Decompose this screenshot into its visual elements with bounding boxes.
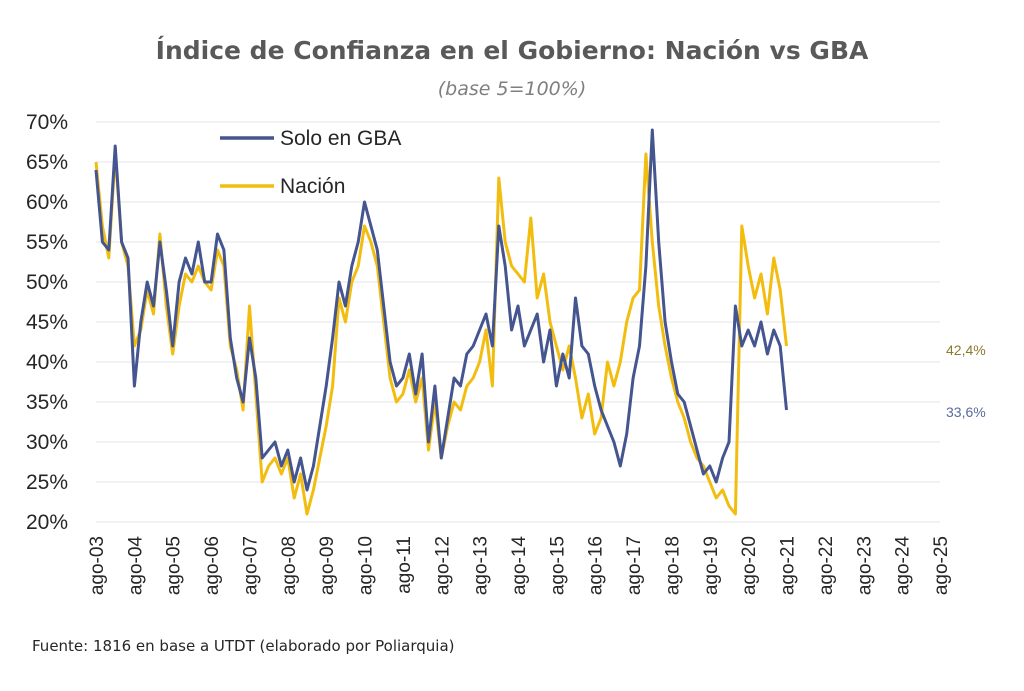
y-tick-label: 30% — [26, 431, 68, 454]
y-tick-label: 70% — [26, 111, 68, 134]
x-tick-label: ago-10 — [356, 536, 377, 595]
y-tick-label: 40% — [26, 351, 68, 374]
x-tick-label: ago-13 — [471, 536, 492, 595]
x-axis-ticks: ago-03 ago-04 ago-05 ago-06 ago-07 ago-08 ago-… — [87, 536, 952, 596]
y-tick-label: 45% — [26, 311, 68, 334]
x-tick-label: ago-03 — [87, 536, 108, 595]
x-tick-label: ago-16 — [586, 536, 607, 595]
gridlines — [96, 121, 940, 523]
x-tick-label: ago-23 — [854, 536, 875, 595]
x-tick-label: ago-06 — [202, 536, 223, 595]
x-tick-label: ago-17 — [624, 536, 645, 595]
y-tick-label: 65% — [26, 151, 68, 174]
x-tick-label: ago-04 — [125, 536, 146, 596]
y-axis-ticks: 20% 25% 30% 35% 40% 45% 50% 55% 60% 65% 70% — [26, 111, 68, 534]
x-tick-label: ago-21 — [778, 536, 799, 595]
chart-title: Índice de Confianza en el Gobierno: Naci… — [155, 36, 869, 65]
x-tick-label: ago-05 — [164, 536, 185, 595]
x-tick-label: ago-14 — [509, 536, 530, 596]
y-tick-label: 60% — [26, 191, 68, 214]
end-label-gba: 33,6% — [946, 404, 986, 420]
y-tick-label: 55% — [26, 231, 68, 254]
legend-item-gba: Solo en GBA — [280, 127, 401, 150]
x-tick-label: ago-20 — [739, 536, 760, 595]
x-tick-label: ago-09 — [317, 536, 338, 595]
x-tick-label: ago-11 — [394, 536, 415, 594]
series-lines — [94, 128, 788, 516]
x-tick-label: ago-18 — [662, 536, 683, 595]
x-tick-label: ago-08 — [279, 536, 300, 595]
y-tick-label: 50% — [26, 271, 68, 294]
x-tick-label: ago-22 — [816, 536, 837, 595]
x-tick-label: ago-24 — [893, 536, 914, 596]
x-tick-label: ago-25 — [931, 536, 952, 595]
x-tick-label: ago-12 — [432, 536, 453, 595]
x-tick-label: ago-07 — [240, 536, 261, 595]
legend-item-nacion: Nación — [280, 175, 345, 198]
x-tick-label: ago-19 — [701, 536, 722, 595]
y-tick-label: 20% — [26, 511, 68, 534]
x-tick-label: ago-15 — [547, 536, 568, 595]
end-labels: 33,6% 42,4% — [946, 342, 986, 420]
end-label-nacion: 42,4% — [946, 342, 986, 358]
chart-subtitle: (base 5=100%) — [437, 78, 587, 100]
y-tick-label: 35% — [26, 391, 68, 414]
source-note: Fuente: 1816 en base a UTDT (elaborado p… — [32, 637, 455, 655]
series-line-nacion — [94, 152, 788, 516]
y-tick-label: 25% — [26, 471, 68, 494]
legend: Solo en GBA Nación — [220, 127, 401, 198]
series-line-gba — [94, 128, 788, 492]
